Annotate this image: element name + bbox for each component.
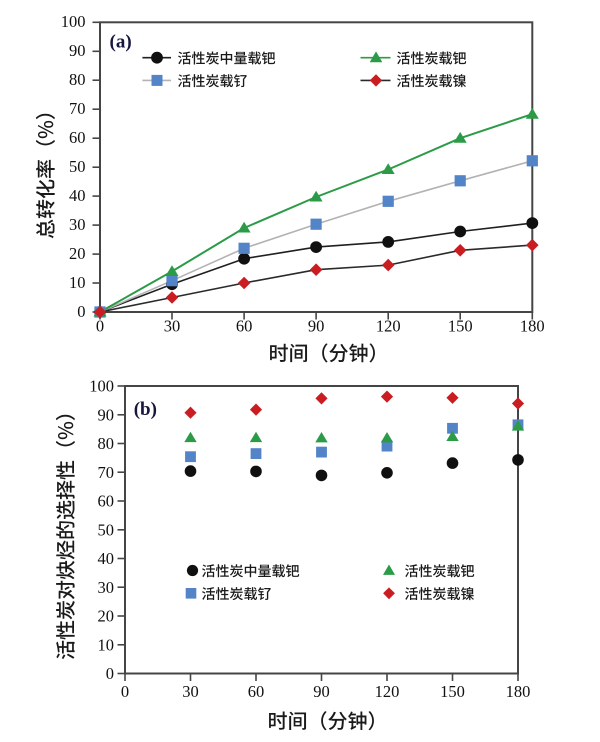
svg-text:20: 20: [98, 607, 115, 626]
svg-text:10: 10: [69, 273, 86, 292]
svg-text:100: 100: [61, 12, 86, 31]
svg-text:(a): (a): [110, 31, 132, 52]
svg-text:0: 0: [96, 316, 104, 335]
svg-text:80: 80: [69, 70, 86, 89]
svg-text:0: 0: [106, 664, 114, 683]
svg-text:40: 40: [98, 549, 115, 568]
svg-text:0: 0: [121, 682, 129, 701]
svg-text:90: 90: [98, 405, 115, 424]
svg-text:20: 20: [69, 244, 86, 263]
svg-text:90: 90: [313, 682, 330, 701]
svg-text:120: 120: [375, 682, 400, 701]
svg-text:100: 100: [89, 377, 114, 396]
svg-text:80: 80: [98, 434, 115, 453]
svg-text:70: 70: [69, 99, 86, 118]
svg-text:30: 30: [164, 316, 181, 335]
svg-text:60: 60: [248, 682, 265, 701]
svg-text:120: 120: [376, 316, 401, 335]
svg-text:150: 150: [440, 682, 465, 701]
svg-text:30: 30: [69, 215, 86, 234]
svg-text:60: 60: [236, 316, 253, 335]
svg-text:70: 70: [98, 463, 115, 482]
svg-text:40: 40: [69, 186, 86, 205]
svg-text:90: 90: [69, 41, 86, 60]
svg-text:(b): (b): [134, 399, 157, 420]
svg-text:0: 0: [77, 302, 85, 321]
svg-text:60: 60: [98, 492, 115, 511]
svg-text:90: 90: [308, 316, 325, 335]
svg-text:180: 180: [506, 682, 531, 701]
svg-text:30: 30: [182, 682, 199, 701]
svg-text:150: 150: [448, 316, 473, 335]
svg-text:60: 60: [69, 128, 86, 147]
svg-text:50: 50: [98, 520, 115, 539]
svg-text:30: 30: [98, 578, 115, 597]
svg-text:10: 10: [98, 635, 115, 654]
svg-text:50: 50: [69, 157, 86, 176]
svg-text:180: 180: [520, 316, 545, 335]
